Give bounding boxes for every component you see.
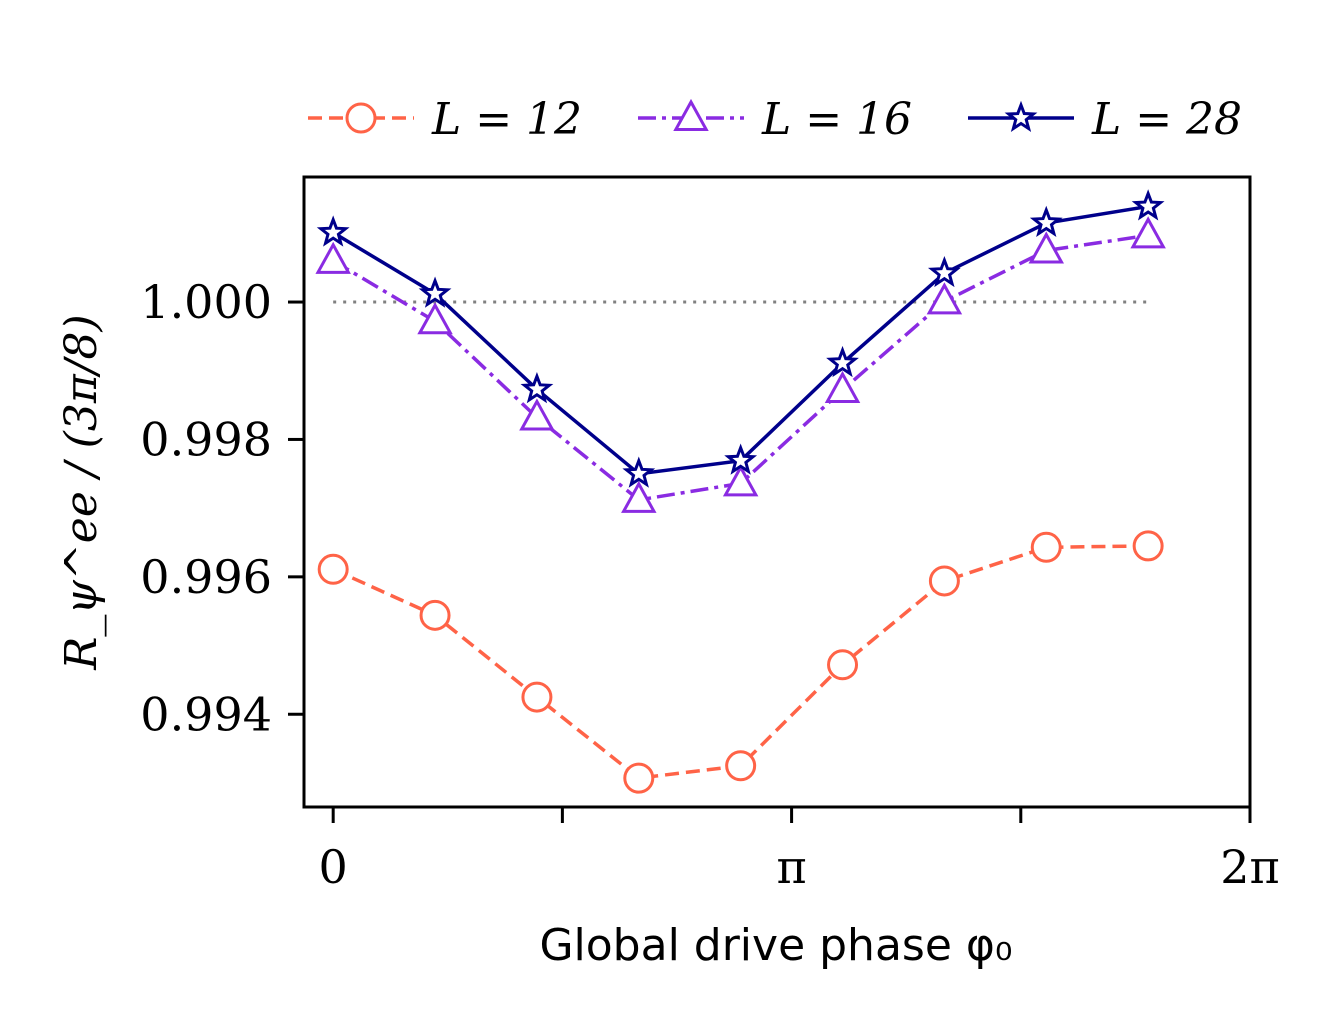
x-tick-label: 2π (1220, 840, 1280, 894)
legend-marker-3 (1004, 100, 1038, 132)
data-point (1030, 531, 1062, 563)
data-point (826, 345, 859, 378)
data-point (725, 750, 757, 782)
data-point (419, 599, 451, 631)
x-tick-label: 0 (319, 840, 348, 894)
data-point (1132, 530, 1164, 562)
data-point (824, 370, 861, 403)
data-point (316, 215, 350, 247)
axes: 0 π 2π 0.994 0.996 0.998 1.000 (140, 175, 1280, 894)
data-point (1130, 216, 1166, 249)
data-point (827, 649, 859, 681)
data-point (928, 565, 960, 597)
data-point (1029, 205, 1063, 237)
data-point (623, 762, 655, 794)
y-tick-label: 0.998 (140, 412, 272, 466)
data-point (418, 276, 452, 308)
legend-label-3: L = 28 (1091, 94, 1242, 145)
data-point (519, 398, 555, 431)
data-point (1131, 189, 1165, 221)
data-point (315, 241, 351, 274)
x-axis-label: Global drive phase φ₀ (539, 920, 1012, 971)
legend-label-2: L = 16 (761, 94, 912, 145)
data-point (927, 255, 961, 288)
legend-marker-2 (673, 98, 709, 132)
legend-label-1: L = 12 (431, 94, 582, 145)
data-point (926, 282, 963, 315)
plot-area (315, 189, 1166, 794)
y-tick-label: 0.994 (140, 687, 272, 741)
data-point (521, 681, 553, 713)
data-point (520, 372, 554, 404)
legend: L = 12 L = 16 L = 28 (308, 94, 1242, 145)
y-tick-label: 1.000 (140, 275, 272, 329)
series-line-1 (332, 544, 1149, 780)
data-point (722, 464, 759, 497)
data-point (417, 302, 453, 335)
y-tick-label: 0.996 (140, 550, 272, 604)
data-point (724, 443, 758, 475)
plot-frame (302, 175, 1252, 809)
data-point (622, 456, 656, 488)
data-point (621, 480, 657, 513)
y-axis-label: R_ψ^ee / (3π/8) (56, 314, 107, 670)
data-point (317, 553, 349, 585)
data-point (1028, 231, 1065, 264)
legend-marker-1 (345, 102, 377, 134)
x-tick-label: π (776, 840, 806, 894)
